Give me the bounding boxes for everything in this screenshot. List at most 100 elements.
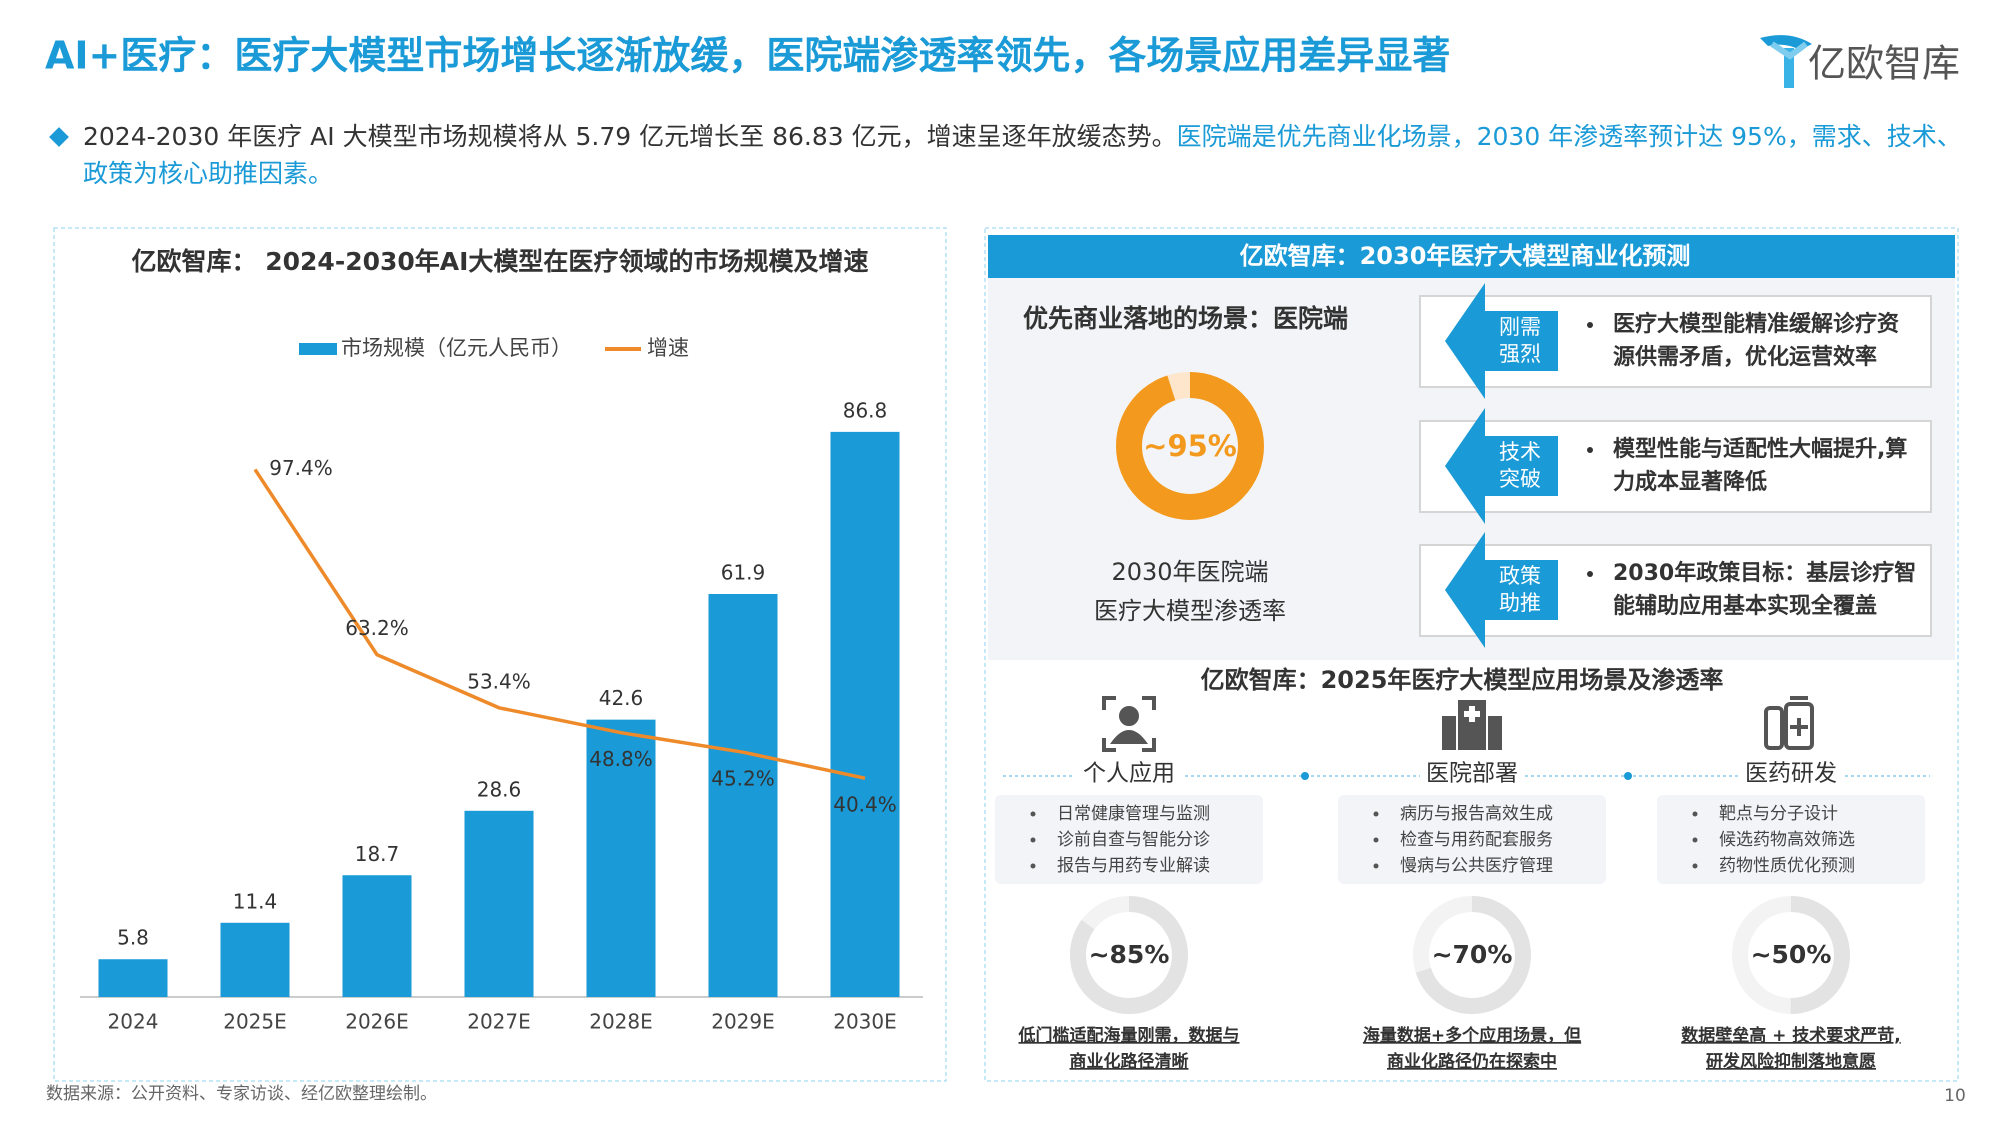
value-label: 97.4%: [269, 456, 333, 480]
value-label: 63.2%: [345, 616, 409, 640]
logo-icon: [1760, 35, 1812, 88]
icon-hospital: [1442, 700, 1502, 750]
value-label: 42.6: [599, 686, 644, 710]
scenario-note: 研发风险抑制落地意愿: [1706, 1051, 1876, 1072]
scenarios-title: 亿欧智库：2025年医疗大模型应用场景及渗透率: [1201, 666, 1724, 694]
forecast-panel: [984, 227, 1959, 1082]
scenario-bullet: 候选药物高效筛选: [1719, 830, 1855, 850]
bullet-dot: [1373, 837, 1379, 843]
value-label: 61.9: [721, 560, 766, 584]
logo-text: 亿欧智库: [1808, 42, 1960, 86]
bar: [98, 959, 168, 997]
driver-arrow: [1445, 532, 1485, 648]
x-tick-label: 2026E: [345, 1010, 409, 1034]
value-label: 86.8: [843, 398, 888, 422]
bullet-dot: [1030, 837, 1036, 843]
value-label: 11.4: [233, 889, 278, 913]
value-label: 48.8%: [589, 747, 653, 771]
bullet-dot: [1587, 322, 1593, 328]
value-label: 45.2%: [711, 767, 775, 791]
driver-tag: [1483, 436, 1558, 496]
driver-tag-text: 突破: [1499, 467, 1541, 491]
donut-arc: [1413, 896, 1531, 1014]
bullet-dot: [1030, 811, 1036, 817]
driver-text: 医疗大模型能精准缓解诊疗资: [1613, 311, 1899, 337]
timeline-dot: [1624, 772, 1632, 780]
value-label: 5.8: [117, 926, 149, 950]
bar: [342, 875, 412, 997]
bullet-dot: [1373, 811, 1379, 817]
bar: [830, 431, 900, 997]
scenario-note: 商业化路径仍在探索中: [1387, 1051, 1557, 1072]
driver-text: 模型性能与适配性大幅提升,算: [1613, 436, 1907, 462]
scenario-bullet: 检查与用药配套服务: [1400, 830, 1553, 850]
x-tick-label: 2030E: [833, 1010, 897, 1034]
scenario-box: [1657, 795, 1925, 884]
driver-tag-text: 刚需: [1499, 315, 1541, 339]
scenario-bullet: 日常健康管理与监测: [1057, 804, 1210, 824]
donut-arc: [1116, 372, 1264, 520]
scenario-bullet: 靶点与分子设计: [1719, 804, 1838, 824]
donut-label: ~85%: [1089, 940, 1170, 969]
chart-panel: [53, 227, 947, 1082]
driver-arrow: [1445, 408, 1485, 524]
bullet-dot: [1587, 447, 1593, 453]
scenario-bullet: 诊前自查与智能分诊: [1057, 830, 1210, 850]
driver-text: 能辅助应用基本实现全覆盖: [1613, 593, 1877, 619]
legend-swatch: [299, 343, 337, 355]
legend-label: 增速: [647, 336, 689, 360]
driver-text: 2030年政策目标：基层诊疗智: [1613, 560, 1916, 586]
donut-arc: [1070, 896, 1188, 1014]
bullet-dot: [1692, 811, 1698, 817]
chart-title: 亿欧智库： 2024-2030年AI大模型在医疗领域的市场规模及增速: [132, 247, 869, 276]
source: 数据来源：公开资料、专家访谈、经亿欧整理绘制。: [46, 1084, 437, 1104]
x-tick-label: 2024: [108, 1010, 159, 1034]
driver-arrow: [1445, 283, 1485, 399]
bar: [464, 810, 534, 997]
x-tick-label: 2027E: [467, 1010, 531, 1034]
scenario-bullet: 慢病与公共医疗管理: [1400, 855, 1553, 876]
value-label: 40.4%: [833, 793, 897, 817]
value-label: 18.7: [355, 842, 400, 866]
scenario-name: 医院部署: [1426, 761, 1518, 787]
summary-highlight: 医院端是优先商业化场景，2030 年渗透率预计达 95%，需求、技术、政策为核心…: [83, 122, 1962, 188]
donut-label: ~95%: [1143, 429, 1237, 463]
bar: [586, 719, 656, 997]
bar: [220, 922, 290, 997]
scenario-name: 医药研发: [1745, 761, 1837, 787]
x-tick-label: 2025E: [223, 1010, 287, 1034]
value-label: 28.6: [477, 777, 522, 801]
scenario-bullet: 病历与报告高效生成: [1400, 804, 1553, 824]
scenario-bullet: 药物性质优化预测: [1719, 856, 1855, 876]
bar: [708, 593, 778, 997]
legend-label: 市场规模（亿元人民币）: [341, 336, 572, 360]
donut-label: ~50%: [1751, 940, 1832, 969]
donut-arc: [1732, 896, 1850, 1014]
scenario-box: [1338, 795, 1606, 884]
donut-label: ~70%: [1432, 940, 1513, 969]
scenario-bullet: 报告与用药专业解读: [1057, 856, 1210, 876]
slide-title: AI+医疗：医疗大模型市场增长逐渐放缓，医院端渗透率领先，各场景应用差异显著: [45, 34, 1450, 78]
driver-text: 力成本显著降低: [1613, 469, 1767, 495]
icon-medicine: [1764, 696, 1814, 750]
forecast-title: 亿欧智库：2030年医疗大模型商业化预测: [1240, 242, 1691, 270]
chart: 2024 2025E 2026E 2027E 2028E 2029E 2030E 5.8 11.…: [98, 336, 900, 1034]
bullet-dot: [1373, 863, 1379, 869]
x-tick-label: 2029E: [711, 1010, 775, 1034]
summary: 2024-2030 年医疗 AI 大模型市场规模将从 5.79 亿元增长至 86…: [83, 118, 1963, 192]
scenario-label: 优先商业落地的场景：医院端: [1023, 304, 1348, 333]
scenario-box: [995, 795, 1263, 884]
donut-caption: 医疗大模型渗透率: [1094, 597, 1286, 625]
bullet-dot: [1692, 837, 1698, 843]
driver-text: 源供需矛盾，优化运营效率: [1613, 344, 1877, 370]
scenario-note: 低门槛适配海量刚需，数据与: [1018, 1025, 1240, 1046]
summary-text: 2024-2030 年医疗 AI 大模型市场规模将从 5.79 亿元增长至 86…: [83, 122, 1177, 151]
icon-person: [1102, 696, 1156, 752]
bullet-dot: [1030, 863, 1036, 869]
driver-tag-text: 技术: [1499, 440, 1541, 464]
bullet-dot: [1692, 863, 1698, 869]
driver-tag: [1483, 311, 1558, 371]
